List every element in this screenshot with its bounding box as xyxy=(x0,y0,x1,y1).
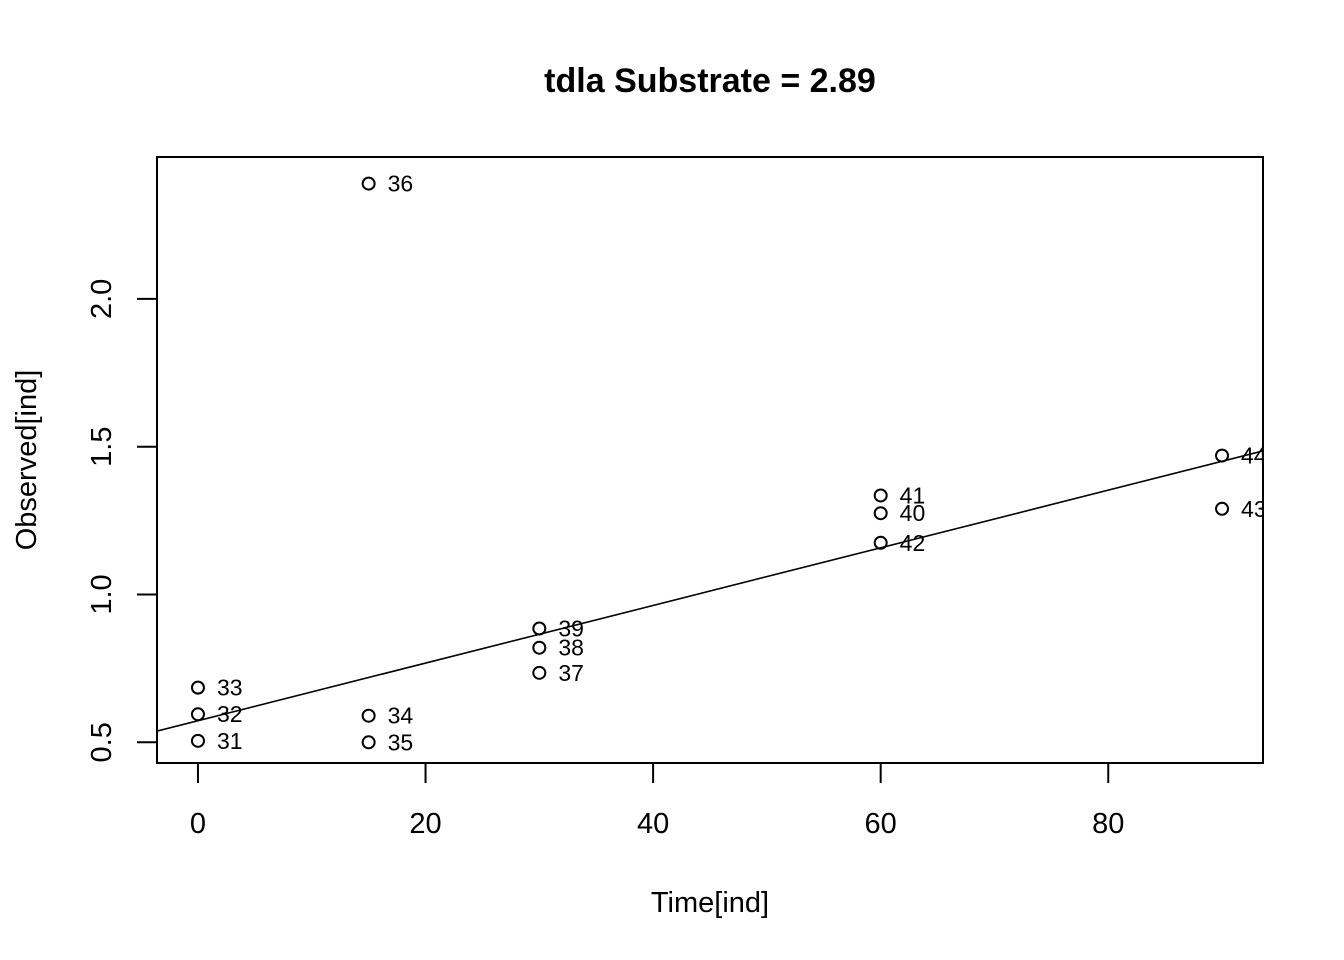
data-point xyxy=(532,640,547,655)
plot-frame xyxy=(156,156,1264,764)
data-point xyxy=(873,535,888,550)
data-point-label: 35 xyxy=(388,729,414,755)
y-axis: 0.5 1.0 1.5 2.0 xyxy=(86,279,158,762)
y-tick-label: 1.0 xyxy=(86,574,118,614)
data-point xyxy=(532,665,547,680)
data-point-label: 42 xyxy=(900,530,926,556)
data-point-label: 36 xyxy=(388,171,414,197)
data-point xyxy=(361,176,376,191)
data-point-label: 31 xyxy=(217,728,243,754)
regression-line xyxy=(157,450,1263,732)
data-point-label: 39 xyxy=(558,615,584,641)
y-tick-label: 1.5 xyxy=(86,427,118,467)
data-point xyxy=(873,488,888,503)
data-point-label: 33 xyxy=(217,675,243,701)
data-point xyxy=(361,735,376,750)
x-tick-label: 40 xyxy=(637,808,669,840)
data-point xyxy=(1215,501,1230,516)
data-point xyxy=(190,733,205,748)
y-axis-label: Observed[ind] xyxy=(11,370,43,551)
x-tick-label: 80 xyxy=(1092,808,1124,840)
data-point xyxy=(1215,448,1230,463)
x-tick-label: 60 xyxy=(865,808,897,840)
data-point-label: 34 xyxy=(388,703,414,729)
data-point-label: 44 xyxy=(1241,443,1267,469)
x-axis: 0 20 40 60 80 xyxy=(190,762,1124,840)
chart-title: tdla Substrate = 2.89 xyxy=(544,62,876,100)
data-point xyxy=(873,506,888,521)
data-point-label: 38 xyxy=(558,635,584,661)
y-tick-label: 2.0 xyxy=(86,279,118,319)
data-point xyxy=(190,680,205,695)
x-axis-label: Time[ind] xyxy=(651,887,769,919)
data-point-label: 40 xyxy=(900,500,926,526)
data-point-label: 37 xyxy=(558,660,584,686)
data-point xyxy=(361,708,376,723)
data-point-label: 43 xyxy=(1241,496,1267,522)
x-tick-label: 20 xyxy=(409,808,441,840)
data-point-label: 41 xyxy=(900,482,926,508)
y-tick-label: 0.5 xyxy=(86,722,118,762)
data-point-label: 32 xyxy=(217,701,243,727)
data-point xyxy=(190,707,205,722)
data-point xyxy=(532,621,547,636)
x-tick-label: 0 xyxy=(190,808,206,840)
